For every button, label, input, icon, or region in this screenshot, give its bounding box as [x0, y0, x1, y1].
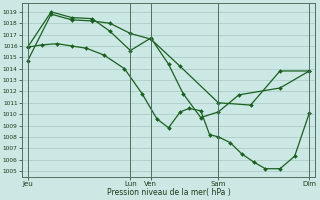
X-axis label: Pression niveau de la mer( hPa ): Pression niveau de la mer( hPa ) [107, 188, 230, 197]
